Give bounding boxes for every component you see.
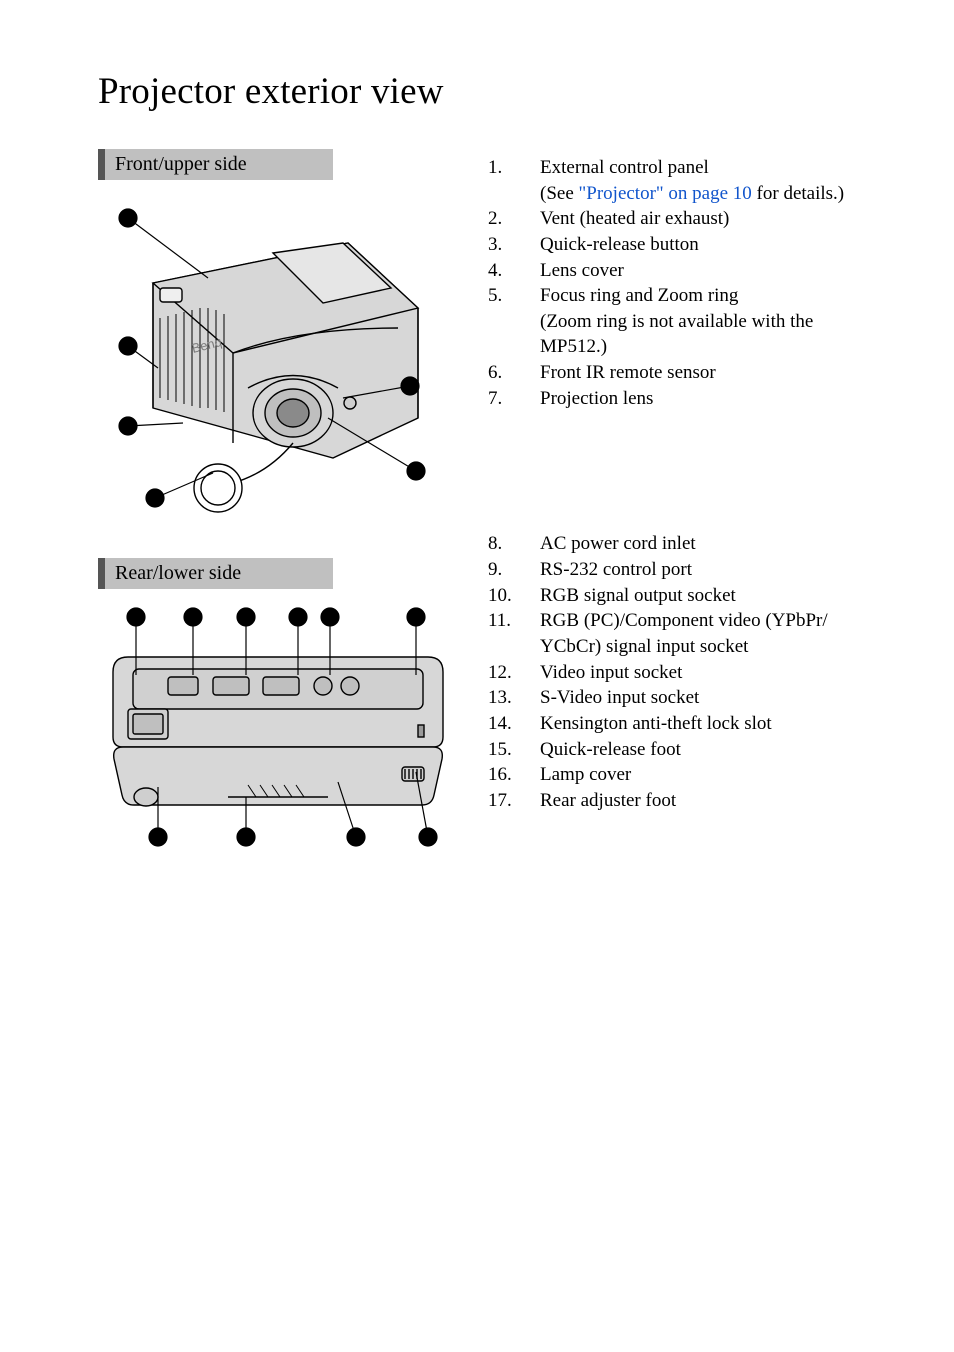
legend-number: 3. xyxy=(488,232,540,258)
legend-text: RS-232 control port xyxy=(540,557,874,583)
subheading-rear: Rear/lower side xyxy=(98,558,458,589)
projector-front-diagram: Benq xyxy=(98,188,458,528)
legend-number: 14. xyxy=(488,711,540,737)
legend-number: 2. xyxy=(488,206,540,232)
legend-text: Lamp cover xyxy=(540,762,874,788)
legend-bottom-item: 15.Quick-release foot xyxy=(488,737,874,763)
legend-top-item: 1.External control panel(See "Projector"… xyxy=(488,155,874,206)
legend-top-item: 7.Projection lens xyxy=(488,386,874,412)
legend-top-item: 2.Vent (heated air exhaust) xyxy=(488,206,874,232)
manual-page: Projector exterior view Front/upper side xyxy=(0,0,954,1352)
legend-spacer xyxy=(488,411,874,531)
legend-number: 9. xyxy=(488,557,540,583)
legend-number: 17. xyxy=(488,788,540,814)
legend-text: Video input socket xyxy=(540,660,874,686)
legend-text: Projection lens xyxy=(540,386,874,412)
subheading-front: Front/upper side xyxy=(98,149,458,180)
subheading-front-label: Front/upper side xyxy=(98,149,333,180)
legend-number: 15. xyxy=(488,737,540,763)
legend-text: RGB signal output socket xyxy=(540,583,874,609)
legend-bottom-item: 14.Kensington anti-theft lock slot xyxy=(488,711,874,737)
figures-column: Front/upper side xyxy=(98,149,458,887)
legend-text: Rear adjuster foot xyxy=(540,788,874,814)
page-title: Projector exterior view xyxy=(98,70,874,113)
legend-number: 6. xyxy=(488,360,540,386)
legend-text: External control panel(See "Projector" o… xyxy=(540,155,874,206)
legend-text: Kensington anti-theft lock slot xyxy=(540,711,874,737)
legend-number: 13. xyxy=(488,685,540,711)
legend-number: 11. xyxy=(488,608,540,659)
legend-bottom-item: 8.AC power cord inlet xyxy=(488,531,874,557)
legend-text: RGB (PC)/Component video (YPbPr/ YCbCr) … xyxy=(540,608,874,659)
legend-column: 1.External control panel(See "Projector"… xyxy=(488,149,874,887)
legend-bottom-item: 12.Video input socket xyxy=(488,660,874,686)
legend-text: S-Video input socket xyxy=(540,685,874,711)
figure-rear-lower xyxy=(98,597,458,857)
legend-text: Quick-release foot xyxy=(540,737,874,763)
figure-front-upper: Benq xyxy=(98,188,458,528)
legend-text: Vent (heated air exhaust) xyxy=(540,206,874,232)
legend-bottom-item: 9.RS-232 control port xyxy=(488,557,874,583)
legend-list-top: 1.External control panel(See "Projector"… xyxy=(488,155,874,411)
projector-rear-diagram xyxy=(98,597,458,857)
legend-number: 12. xyxy=(488,660,540,686)
legend-number: 10. xyxy=(488,583,540,609)
legend-top-item: 3.Quick-release button xyxy=(488,232,874,258)
legend-number: 8. xyxy=(488,531,540,557)
legend-text: Quick-release button xyxy=(540,232,874,258)
legend-bottom-item: 10.RGB signal output socket xyxy=(488,583,874,609)
legend-number: 1. xyxy=(488,155,540,206)
subheading-rear-label: Rear/lower side xyxy=(98,558,333,589)
legend-text: AC power cord inlet xyxy=(540,531,874,557)
legend-number: 5. xyxy=(488,283,540,360)
legend-bottom-item: 17.Rear adjuster foot xyxy=(488,788,874,814)
two-column-layout: Front/upper side xyxy=(98,149,874,887)
legend-top-item: 4.Lens cover xyxy=(488,258,874,284)
legend-number: 4. xyxy=(488,258,540,284)
legend-top-item: 6.Front IR remote sensor xyxy=(488,360,874,386)
legend-bottom-item: 13.S-Video input socket xyxy=(488,685,874,711)
legend-number: 16. xyxy=(488,762,540,788)
legend-bottom-item: 16.Lamp cover xyxy=(488,762,874,788)
legend-text: Front IR remote sensor xyxy=(540,360,874,386)
legend-text: Focus ring and Zoom ring(Zoom ring is no… xyxy=(540,283,874,360)
legend-bottom-item: 11.RGB (PC)/Component video (YPbPr/ YCbC… xyxy=(488,608,874,659)
legend-number: 7. xyxy=(488,386,540,412)
legend-list-bottom: 8.AC power cord inlet9.RS-232 control po… xyxy=(488,531,874,813)
legend-text: Lens cover xyxy=(540,258,874,284)
legend-top-item: 5.Focus ring and Zoom ring(Zoom ring is … xyxy=(488,283,874,360)
cross-reference-link[interactable]: "Projector" on page 10 xyxy=(579,183,752,204)
